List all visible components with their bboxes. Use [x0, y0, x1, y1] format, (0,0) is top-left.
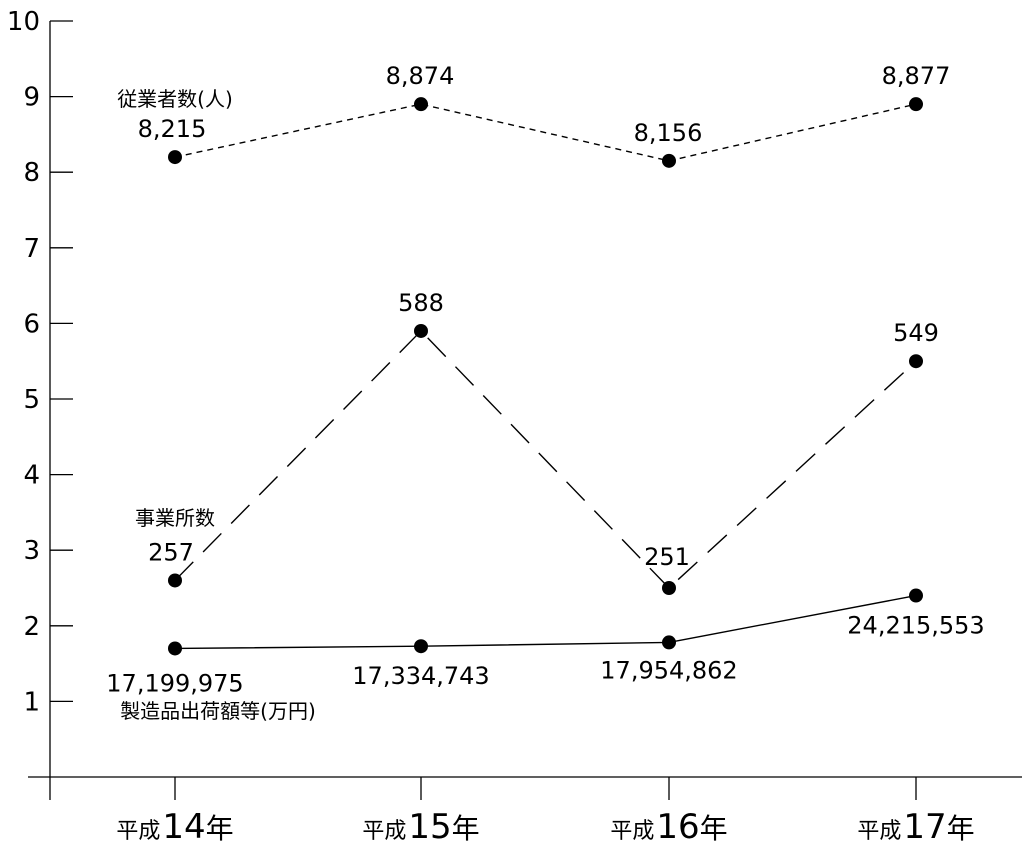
series-line-1 [174, 103, 917, 162]
y-tick-label: 8 [23, 158, 40, 188]
data-label: 588 [398, 289, 444, 317]
data-point [168, 641, 182, 656]
data-label: 17,334,743 [352, 662, 489, 690]
axes: 1 2 3 4 5 6 7 8 9 10 平成14年 平成15年 平成16年 平成17年 [7, 7, 1022, 845]
series-name-1: 従業者数(人) [117, 87, 233, 111]
data-label: 8,877 [882, 62, 951, 90]
data-label: 8,156 [634, 119, 703, 147]
data-point [414, 639, 428, 654]
y-tick-label: 6 [23, 309, 40, 339]
data-label: 24,215,553 [847, 612, 984, 640]
data-point [909, 588, 923, 603]
data-label: 17,954,862 [600, 656, 737, 684]
y-tick-label: 10 [7, 7, 40, 37]
data-label: 8,874 [386, 62, 455, 90]
series-points [168, 97, 923, 656]
y-tick-label: 2 [23, 612, 40, 642]
data-point [909, 97, 923, 112]
y-tick-label: 4 [23, 461, 40, 491]
y-tick-label: 3 [23, 536, 40, 566]
x-tick-label: 平成17年 [857, 807, 974, 845]
y-tick-label: 1 [23, 687, 40, 717]
data-point [414, 323, 428, 338]
x-tick-label: 平成15年 [362, 807, 479, 845]
x-tick-label: 平成16年 [610, 807, 727, 845]
data-label: 251 [644, 543, 690, 571]
y-tick-label: 7 [23, 234, 40, 264]
data-point [662, 581, 676, 595]
data-point [168, 573, 182, 588]
data-label: 17,199,975 [106, 669, 243, 697]
labels: 8,215 8,874 8,156 8,877 従業者数(人) 257 588 251 549 事… [106, 62, 984, 723]
series-line-2 [174, 329, 917, 589]
x-tick-label: 平成14年 [116, 807, 233, 845]
series-name-3: 製造品出荷額等(万円) [120, 699, 316, 723]
data-point [168, 150, 182, 165]
data-label: 8,215 [138, 115, 207, 143]
data-label: 257 [148, 538, 194, 566]
data-point [662, 635, 676, 650]
y-tick-label: 5 [23, 385, 40, 415]
data-point [909, 354, 923, 369]
y-tick-label: 9 [23, 83, 40, 113]
series-lines [174, 103, 917, 650]
data-point [662, 153, 676, 168]
data-point [414, 97, 428, 112]
series-line-3 [174, 594, 917, 650]
series-name-2: 事業所数 [135, 506, 215, 530]
data-label: 549 [893, 319, 939, 347]
